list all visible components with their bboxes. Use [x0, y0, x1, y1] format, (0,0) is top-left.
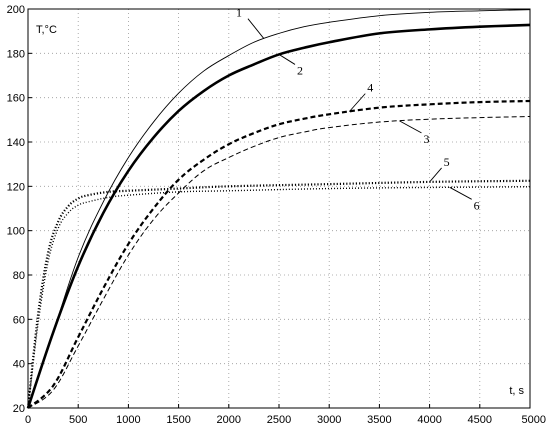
curve-label-leader	[429, 167, 442, 183]
y-tick-label: 120	[7, 181, 25, 193]
curve-label-6: 6	[474, 198, 480, 212]
curve-label-leader	[348, 93, 366, 112]
y-tick-label: 60	[13, 314, 25, 326]
y-tick-label: 40	[13, 359, 25, 371]
grid	[28, 9, 530, 408]
series-line-5	[26, 179, 531, 409]
curve-label-4: 4	[367, 81, 373, 95]
curve-label-1: 1	[236, 6, 242, 20]
x-tick-label: 4000	[417, 414, 441, 426]
curve-labels: 1 2 3 4 5 6	[236, 6, 480, 213]
curve-label-3: 3	[423, 132, 429, 146]
x-tick-label: 1000	[116, 414, 140, 426]
x-tick-label: 4500	[468, 414, 492, 426]
y-tick-label: 80	[13, 270, 25, 282]
curve-label-leader	[449, 186, 472, 200]
tick-labels: 0 500 1000 1500 2000 2500 3000 3500 4000 4500 5000…	[7, 4, 546, 426]
x-tick-label: 0	[25, 414, 31, 426]
x-tick-label: 2500	[267, 414, 291, 426]
curve-label-2: 2	[297, 63, 303, 77]
y-axis-label: T,°C	[36, 24, 57, 36]
series-line-4	[27, 99, 531, 409]
series-line-2	[26, 23, 531, 409]
series-line-3	[27, 116, 531, 409]
y-tick-label: 140	[7, 137, 25, 149]
x-tick-label: 500	[69, 414, 87, 426]
y-tick-label: 200	[7, 4, 25, 16]
y-tick-label: 160	[7, 93, 25, 105]
y-tick-label: 20	[13, 403, 25, 415]
x-tick-label: 2000	[217, 414, 241, 426]
curve-label-leader	[247, 18, 265, 39]
curve-label-leader	[278, 54, 296, 65]
x-tick-label: 3000	[317, 414, 341, 426]
x-tick-label: 5000	[522, 414, 546, 426]
series-line-6	[27, 186, 531, 409]
plot-frame	[27, 8, 531, 409]
x-axis-label: t, s	[509, 385, 524, 397]
series-line-1	[27, 9, 531, 409]
curve-label-leader	[399, 120, 422, 134]
x-tick-label: 3500	[367, 414, 391, 426]
series-group	[26, 9, 531, 409]
x-tick-label: 1500	[166, 414, 190, 426]
y-tick-label: 100	[7, 226, 25, 238]
y-tick-label: 180	[7, 48, 25, 60]
curve-label-5: 5	[444, 155, 450, 169]
